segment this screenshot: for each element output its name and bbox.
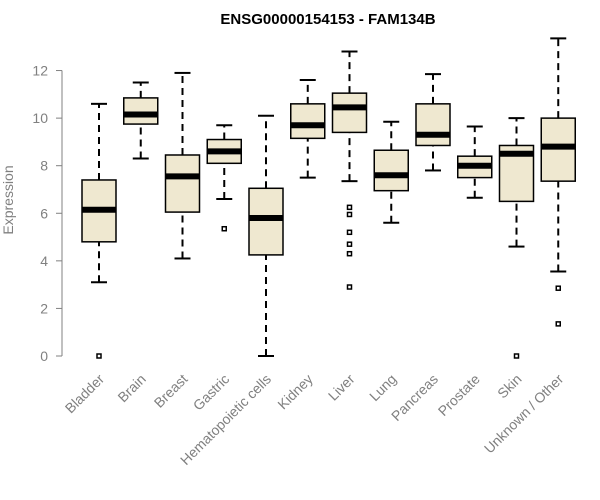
box-prostate	[457, 125, 493, 199]
box-iqr	[290, 103, 326, 140]
x-category-label: Unknown / Other	[481, 371, 567, 457]
x-category-label: Lung	[366, 371, 399, 404]
y-tick-label: 0	[40, 348, 48, 364]
outlier-point	[346, 284, 353, 290]
y-tick-label: 10	[32, 110, 48, 126]
box-pancreas	[415, 73, 451, 172]
y-tick-label: 8	[40, 158, 48, 174]
outlier-point	[513, 353, 520, 359]
outlier-point	[346, 229, 353, 236]
box-iqr	[373, 149, 409, 192]
box-lung	[373, 120, 409, 224]
y-tick-label: 2	[40, 300, 48, 316]
box-iqr	[415, 103, 451, 147]
y-tick-label: 4	[40, 253, 48, 269]
outlier-point	[346, 241, 353, 247]
box-iqr	[331, 92, 368, 134]
outlier-point	[346, 204, 353, 211]
x-category-label: Liver	[325, 371, 358, 404]
outlier-point	[96, 353, 102, 359]
x-category-label: Kidney	[274, 371, 316, 413]
box-breast	[164, 71, 201, 260]
box-liver	[331, 50, 368, 290]
box-iqr	[248, 187, 284, 256]
x-category-label: Prostate	[435, 371, 483, 419]
outlier-point	[346, 211, 353, 218]
outlier-point	[555, 321, 561, 327]
box-iqr	[164, 154, 201, 213]
box-brain	[123, 81, 159, 160]
box-unknown-other	[540, 37, 576, 327]
boxes	[81, 37, 576, 359]
box-hematopoietic-cells	[248, 114, 284, 357]
y-tick-label: 12	[32, 63, 48, 79]
y-tick-label: 6	[40, 205, 48, 221]
box-iqr	[123, 97, 159, 125]
box-bladder	[81, 102, 117, 359]
box-gastric	[206, 124, 242, 232]
outlier-point	[221, 225, 227, 232]
x-category-label: Breast	[151, 371, 191, 411]
x-category-label: Skin	[494, 371, 525, 402]
y-axis-label: Expression	[0, 165, 16, 234]
box-skin	[498, 117, 535, 359]
x-category-label: Brain	[114, 371, 148, 405]
box-kidney	[290, 79, 326, 179]
y-axis: 0 2 4 6 8 10 12	[32, 63, 63, 364]
chart-title: ENSG00000154153 - FAM134B	[220, 11, 435, 28]
outlier-point	[346, 250, 353, 257]
x-category-label: Bladder	[62, 371, 108, 417]
outlier-point	[555, 285, 561, 291]
